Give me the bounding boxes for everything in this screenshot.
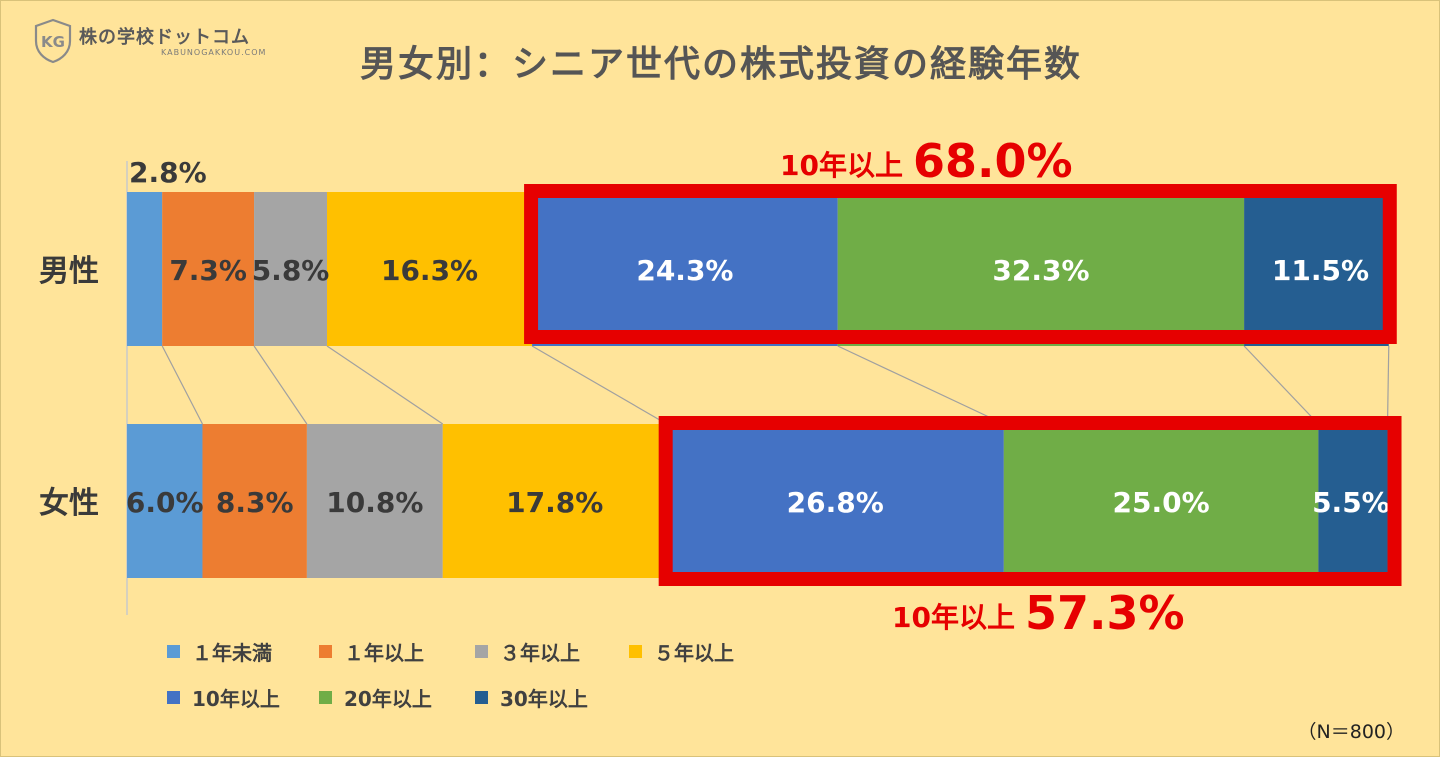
legend-swatch [167,691,180,704]
legend-swatch [475,691,488,704]
legend-swatch [319,691,332,704]
series-connector-line [253,345,308,425]
bar-segment [306,424,443,578]
bar-segment [127,424,203,578]
chart-title: 男女別：シニア世代の株式投資の経験年数 [359,44,1082,85]
series-connector-line [1243,345,1319,425]
legend-swatch [475,645,488,658]
data-label: 5.8% [252,254,330,287]
annotation-label: 10年以上 [780,149,903,182]
bar-segment [327,192,533,346]
bar-segment [1003,424,1319,578]
legend-item: ５年以上 [629,637,734,666]
data-label: 2.8% [129,156,207,189]
bar-segment [442,424,667,578]
legend-label: ５年以上 [654,641,734,665]
logo-text: 株の学校ドットコム [79,27,250,48]
data-label: 16.3% [381,254,478,287]
legend-item: １年以上 [319,637,424,666]
highlight-box [658,416,1402,586]
legend-item: 20年以上 [319,683,432,712]
legend-label: １年未満 [192,641,272,665]
legend-item: 30年以上 [475,683,588,712]
data-label: 5.5% [1312,486,1390,519]
bar-segment [532,192,838,346]
shield-logo-icon: KG [34,18,72,64]
logo-mark-text: KG [41,33,65,51]
data-label: 24.3% [636,254,733,287]
data-label: 26.8% [787,486,884,519]
legend-swatch [319,645,332,658]
bar-segment [202,424,307,578]
bar-segment [837,192,1245,346]
series-connector-line [326,345,444,425]
legend-item: １年未満 [167,637,272,666]
data-label: 11.5% [1272,254,1369,287]
bar-segment [1244,192,1389,346]
legend-item: 10年以上 [167,683,280,712]
data-label: 25.0% [1113,486,1210,519]
series-connector-line [1386,345,1390,425]
category-label: 女性 [39,486,99,521]
series-connector-line [531,345,667,425]
logo-subtext: KABUNOGAKKOU.COM [161,48,267,57]
legend-swatch [167,645,180,658]
data-label: 32.3% [992,254,1089,287]
annotation-value: 57.3% [1025,586,1185,640]
bar-segment [666,424,1004,578]
legend-label: 10年以上 [192,687,280,711]
legend-label: ３年以上 [500,641,580,665]
data-label: 7.3% [169,254,247,287]
bar-segment [254,192,328,346]
data-label: 17.8% [506,486,603,519]
legend-label: 20年以上 [344,687,432,711]
highlight-box [524,184,1397,344]
bar-segment [1318,424,1388,578]
data-label: 8.3% [216,486,294,519]
data-label: 10.8% [326,486,423,519]
bar-segment [127,192,163,346]
series-connector-line [837,345,1005,425]
logo: KG 株の学校ドットコム KABUNOGAKKOU.COM [31,17,271,67]
annotation-value: 68.0% [913,134,1073,188]
legend-swatch [629,645,642,658]
sample-size-note: （N＝800） [1297,721,1405,743]
series-connector-line [161,345,204,425]
bar-segment [162,192,255,346]
data-label: 6.0% [126,486,204,519]
legend-item: ３年以上 [475,637,580,666]
annotation-label: 10年以上 [892,601,1015,634]
category-label: 男性 [39,254,99,289]
legend-label: １年以上 [344,641,424,665]
legend-label: 30年以上 [500,687,588,711]
